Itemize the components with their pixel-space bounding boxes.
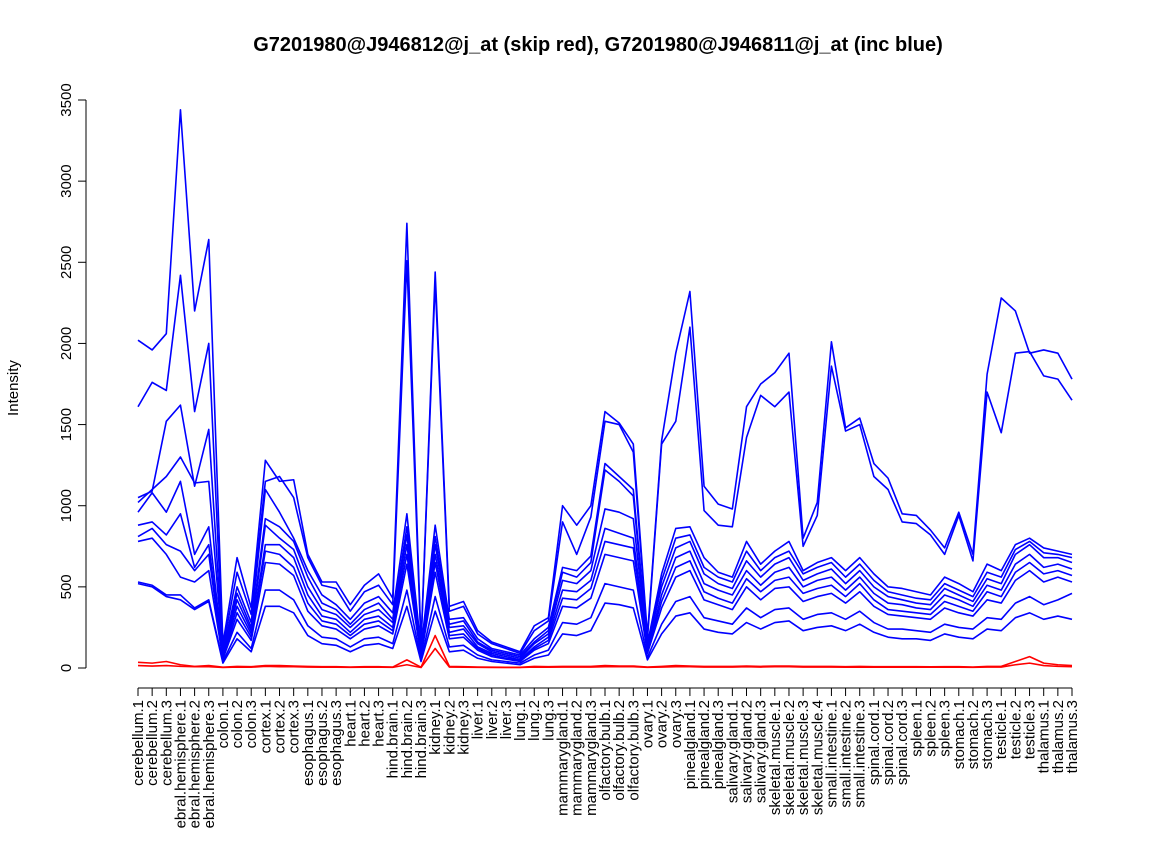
x-tick-label: olfactory.bulb.2 bbox=[611, 700, 628, 801]
y-tick-label: 3000 bbox=[58, 164, 75, 197]
y-tick-label: 3500 bbox=[58, 83, 75, 116]
x-tick-label: spinal.cord.2 bbox=[880, 700, 897, 785]
x-tick-label: lung.2 bbox=[526, 700, 543, 741]
x-tick-label: small.intestine.3 bbox=[852, 700, 869, 808]
x-tick-label: lung.1 bbox=[512, 700, 529, 741]
x-tick-label: ovary.1 bbox=[639, 700, 656, 748]
x-tick-label: kidney.3 bbox=[455, 700, 472, 755]
x-tick-label: ebral.hemisphere.2 bbox=[187, 700, 204, 828]
inc-series-line bbox=[137, 582, 1073, 666]
x-tick-label: small.intestine.1 bbox=[823, 700, 840, 808]
x-tick-label: skeletal.muscle.2 bbox=[781, 700, 798, 815]
x-tick-label: stomach.2 bbox=[965, 700, 982, 769]
x-tick-label: cortex.1 bbox=[257, 700, 274, 753]
chart-title: G7201980@J946812@j_at (skip red), G72019… bbox=[253, 34, 943, 56]
x-tick-label: stomach.1 bbox=[951, 700, 968, 769]
x-tick-label: mammarygland.3 bbox=[583, 700, 600, 816]
x-tick-label: esophagus.1 bbox=[300, 700, 317, 786]
x-tick-label: ebral.hemisphere.1 bbox=[172, 700, 189, 828]
inc-series-line bbox=[137, 456, 1073, 658]
x-tick-label: spleen.2 bbox=[922, 700, 939, 757]
x-tick-label: testicle.1 bbox=[993, 700, 1010, 759]
x-axis: cerebellum.1cerebellum.2cerebellum.3ebra… bbox=[130, 687, 1081, 828]
y-tick-label: 1000 bbox=[58, 489, 75, 522]
x-tick-label: cerebellum.2 bbox=[144, 700, 161, 786]
x-tick-label: pinealgland.1 bbox=[682, 700, 699, 789]
x-tick-label: thalamus.3 bbox=[1064, 700, 1081, 773]
y-axis: 0 500 1000 1500 2000 2500 3000 3500 bbox=[58, 83, 87, 672]
x-tick-label: salivary.gland.2 bbox=[739, 700, 756, 803]
x-tick-label: colon.3 bbox=[243, 700, 260, 748]
x-tick-label: spleen.3 bbox=[937, 700, 954, 757]
x-tick-label: hind.brain.2 bbox=[399, 700, 416, 778]
inc-series-line bbox=[137, 527, 1073, 662]
x-tick-label: small.intestine.2 bbox=[838, 700, 855, 808]
x-tick-label: olfactory.bulb.3 bbox=[625, 700, 642, 801]
x-tick-label: esophagus.2 bbox=[314, 700, 331, 786]
inc-series-line bbox=[137, 537, 1073, 663]
y-tick-label: 1500 bbox=[58, 408, 75, 441]
y-axis-label: Intensity bbox=[5, 360, 22, 416]
x-tick-label: cerebellum.3 bbox=[158, 700, 175, 786]
x-tick-label: skeletal.muscle.3 bbox=[795, 700, 812, 815]
x-tick-label: spinal.cord.1 bbox=[866, 700, 883, 785]
y-tick-label: 2000 bbox=[58, 327, 75, 360]
x-tick-label: salivary.gland.3 bbox=[753, 700, 770, 803]
inc-series-line bbox=[137, 259, 1073, 655]
x-tick-label: ebral.hemisphere.3 bbox=[201, 700, 218, 828]
inc-series-line bbox=[137, 108, 1073, 653]
x-tick-label: testicle.2 bbox=[1007, 700, 1024, 759]
x-tick-label: hind.brain.1 bbox=[385, 700, 402, 778]
x-tick-label: colon.2 bbox=[229, 700, 246, 748]
x-tick-label: liver.3 bbox=[498, 700, 515, 739]
x-tick-label: cortex.2 bbox=[272, 700, 289, 753]
y-tick-label: 2500 bbox=[58, 246, 75, 279]
inc-series-line bbox=[137, 404, 1073, 656]
x-tick-label: testicle.3 bbox=[1022, 700, 1039, 759]
x-tick-label: esophagus.3 bbox=[328, 700, 345, 786]
x-tick-label: pinealgland.2 bbox=[696, 700, 713, 789]
x-tick-label: heart.3 bbox=[371, 700, 388, 747]
x-tick-label: cortex.3 bbox=[286, 700, 303, 753]
x-tick-label: heart.1 bbox=[342, 700, 359, 747]
x-tick-label: mammarygland.2 bbox=[569, 700, 586, 816]
x-tick-label: spinal.cord.3 bbox=[894, 700, 911, 785]
skip-series-line bbox=[137, 647, 1073, 669]
x-tick-label: salivary.gland.1 bbox=[724, 700, 741, 803]
x-tick-label: ovary.3 bbox=[668, 700, 685, 748]
x-tick-label: kidney.2 bbox=[441, 700, 458, 755]
x-tick-label: pinealgland.3 bbox=[710, 700, 727, 789]
inc-series-line bbox=[137, 581, 1073, 664]
x-tick-label: thalamus.2 bbox=[1050, 700, 1067, 773]
x-tick-label: liver.1 bbox=[470, 700, 487, 739]
x-tick-label: thalamus.1 bbox=[1036, 700, 1053, 773]
inc-series-line bbox=[137, 513, 1073, 661]
x-tick-label: skeletal.muscle.1 bbox=[767, 700, 784, 815]
series-lines bbox=[137, 108, 1073, 669]
x-tick-label: heart.2 bbox=[356, 700, 373, 747]
x-tick-label: mammarygland.1 bbox=[555, 700, 572, 816]
x-tick-label: liver.2 bbox=[484, 700, 501, 739]
x-tick-label: lung.3 bbox=[540, 700, 557, 741]
x-tick-label: spleen.1 bbox=[908, 700, 925, 757]
inc-series-line bbox=[137, 480, 1073, 660]
x-tick-label: kidney.1 bbox=[427, 700, 444, 755]
x-tick-label: ovary.2 bbox=[654, 700, 671, 748]
x-tick-label: hind.brain.3 bbox=[413, 700, 430, 778]
x-tick-label: olfactory.bulb.1 bbox=[597, 700, 614, 801]
y-tick-label: 0 bbox=[58, 664, 75, 672]
x-tick-label: skeletal.muscle.4 bbox=[809, 700, 826, 815]
x-tick-label: colon.1 bbox=[215, 700, 232, 748]
x-tick-label: stomach.3 bbox=[979, 700, 996, 769]
x-tick-label: cerebellum.1 bbox=[130, 700, 147, 786]
y-tick-label: 500 bbox=[58, 574, 75, 599]
